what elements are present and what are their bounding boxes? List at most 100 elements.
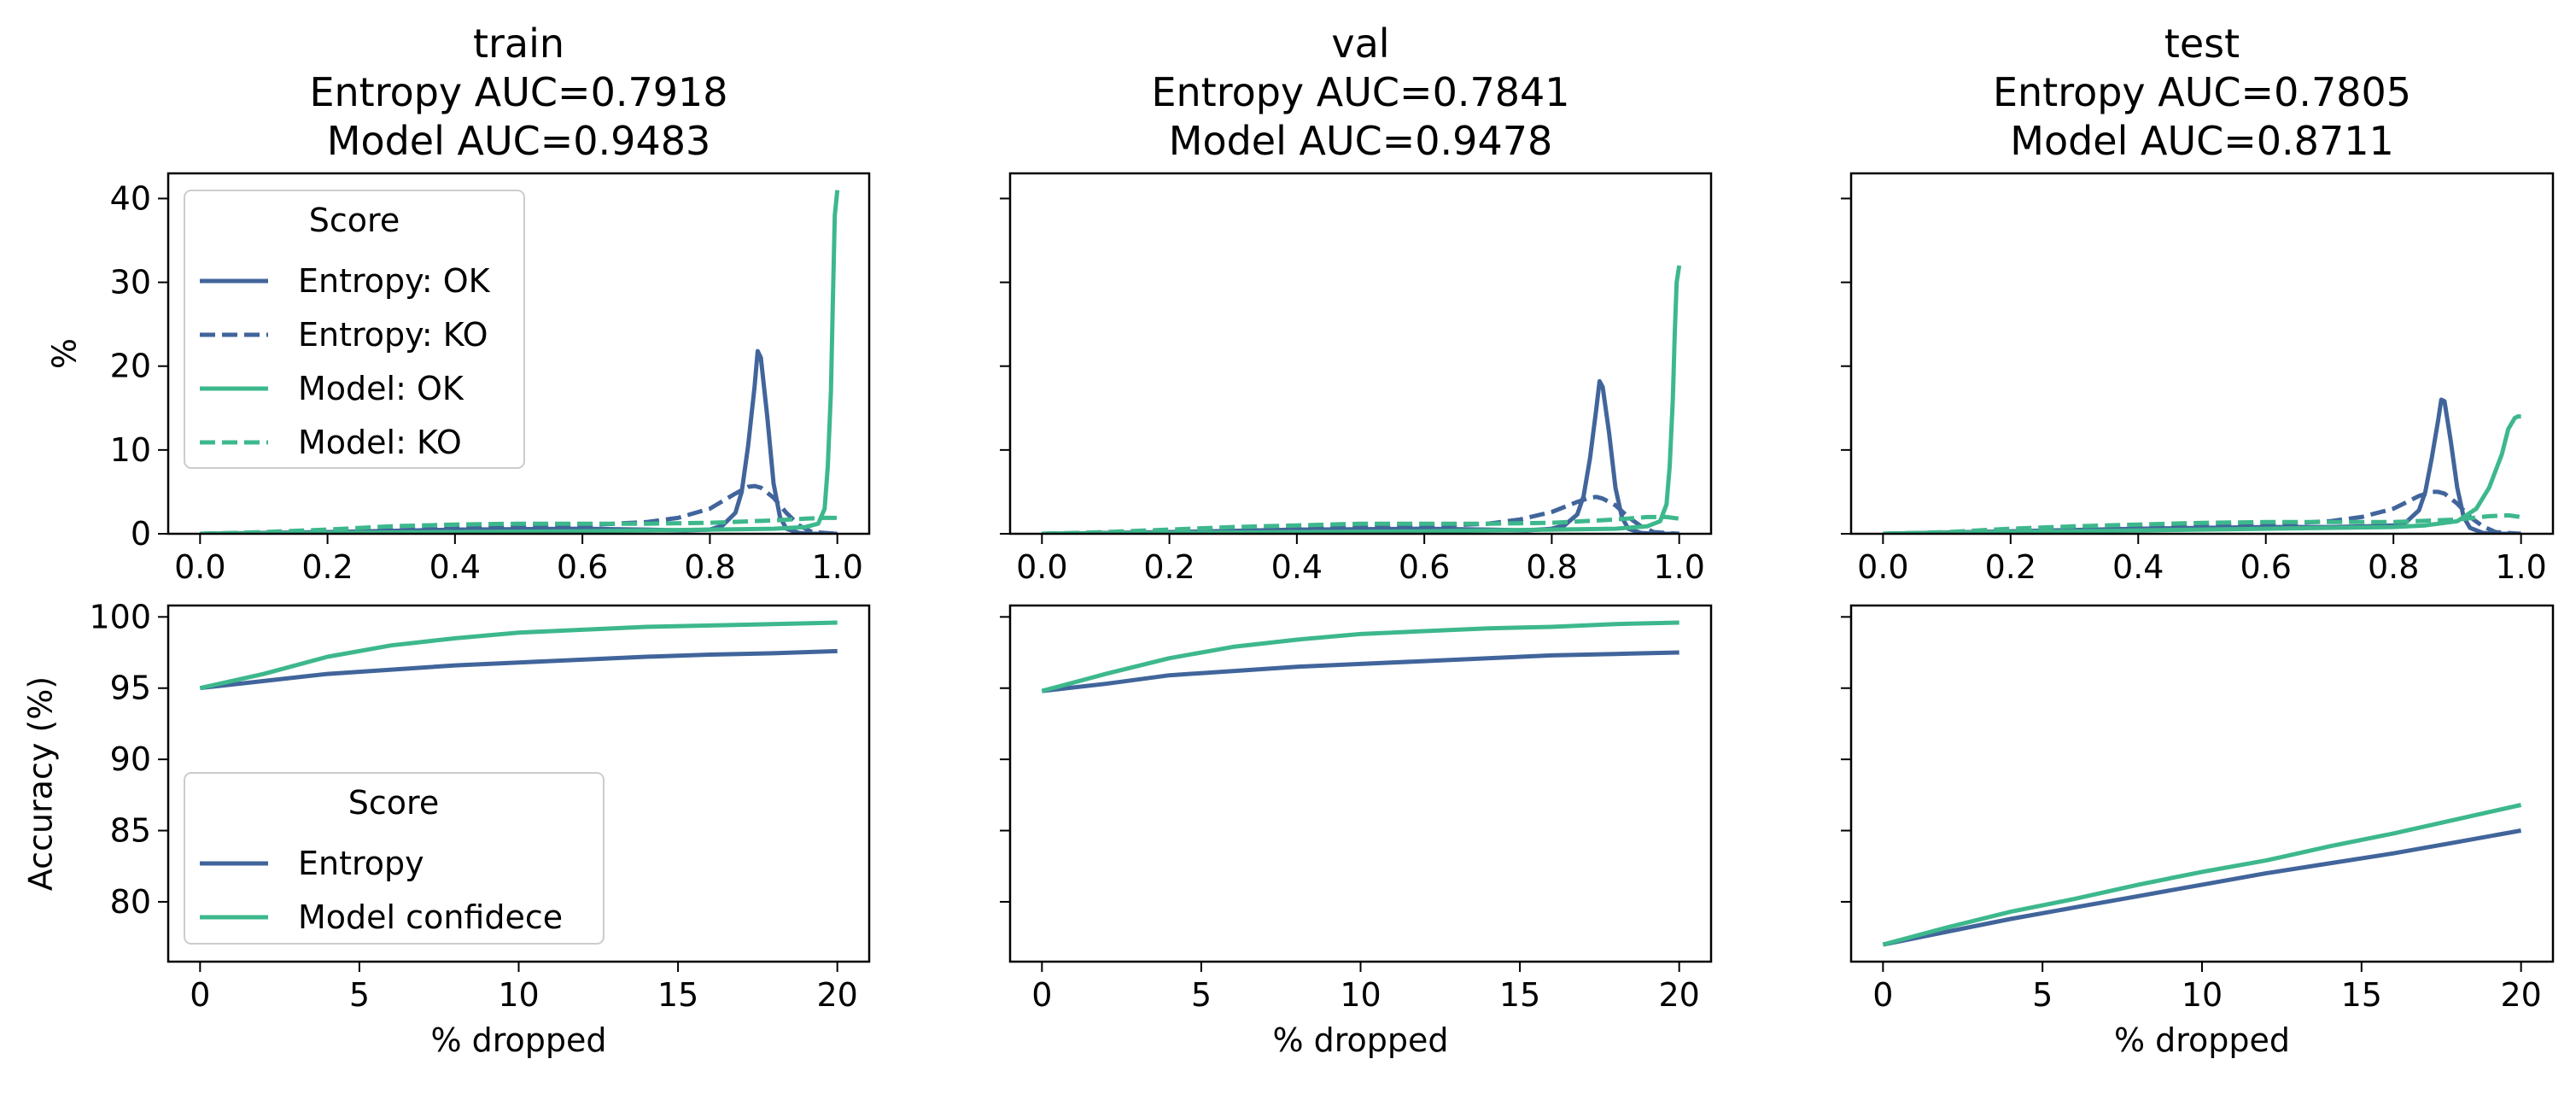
x-tick-label: 20	[1659, 976, 1700, 1014]
x-tick-label: 0	[190, 976, 210, 1014]
legend-label: Entropy: KO	[298, 316, 488, 354]
axes-frame	[1008, 604, 1713, 963]
series-group	[1041, 620, 1679, 693]
y-tick-label: 85	[110, 812, 151, 850]
x-tick-label: 0.2	[1985, 548, 2036, 586]
x-tick-label: 0.4	[2112, 548, 2164, 586]
x-tick-label: 0.0	[1857, 548, 1908, 586]
legend-frame	[184, 772, 605, 945]
x-tick-label: 0.6	[557, 548, 608, 586]
legend-label: Model: OK	[298, 370, 464, 407]
x-tick-label: 0	[1872, 976, 1893, 1014]
y-tick-label: 0	[131, 515, 151, 553]
legend-label: Entropy: OK	[298, 262, 491, 300]
panel-title: train	[473, 20, 564, 67]
series-line-model-confidece	[1041, 620, 1679, 693]
series-group	[199, 620, 838, 691]
x-tick-label: 20	[2500, 976, 2541, 1014]
axes-frame	[1849, 604, 2555, 963]
series-line-model-confidece	[199, 620, 838, 691]
axes-frame	[1008, 172, 1713, 535]
x-tick-label: 1.0	[2495, 548, 2546, 586]
panel-subtitle: Model AUC=0.8711	[2010, 118, 2394, 164]
series-line-model-ok	[200, 190, 840, 534]
series-line-model-ko	[1883, 512, 2521, 534]
legend-label: Model confidece	[298, 898, 563, 936]
series-line-entropy	[1882, 828, 2522, 947]
series-line-entropy	[200, 648, 838, 691]
panel-test-accuracy: 0 5 10 15 20 % dropped	[1841, 604, 2555, 1059]
x-tick-label: 0.2	[1143, 548, 1195, 586]
x-axis-label: % dropped	[1272, 1021, 1448, 1059]
series-group	[1883, 397, 2521, 534]
series-line-entropy-ok	[1042, 378, 1679, 534]
series-line-entropy-ko	[200, 483, 838, 534]
series-line-model-ko	[200, 515, 838, 534]
x-tick-label: 15	[657, 976, 698, 1014]
series-group	[1042, 265, 1682, 534]
legend-title: Score	[348, 784, 439, 822]
legend-bottom-left: Score Entropy Model confidece	[184, 772, 605, 945]
axes-frame	[166, 172, 871, 535]
panel-subtitle: Entropy AUC=0.7918	[309, 69, 727, 115]
y-tick-label: 95	[110, 670, 151, 707]
series-group	[200, 190, 840, 534]
x-tick-label: 0.4	[1271, 548, 1323, 586]
panel-subtitle: Entropy AUC=0.7841	[1151, 69, 1569, 115]
x-tick-label: 5	[349, 976, 370, 1014]
x-tick-label: 1.0	[811, 548, 862, 586]
legend-label: Entropy	[298, 845, 424, 882]
x-tick-label: 0.4	[429, 548, 481, 586]
x-tick-label: 0	[1031, 976, 1052, 1014]
x-tick-label: 0.8	[684, 548, 735, 586]
y-tick-label: 80	[110, 883, 151, 921]
series-line-model-ok	[1042, 265, 1682, 534]
y-tick-label: 30	[110, 264, 151, 301]
series-group	[1882, 803, 2522, 947]
x-tick-label: 5	[1191, 976, 1212, 1014]
panel-subtitle: Entropy AUC=0.7805	[1993, 69, 2411, 115]
series-line-model-confidece	[1882, 803, 2522, 947]
x-tick-label: 15	[1499, 976, 1540, 1014]
series-line-model-ok	[1883, 414, 2521, 534]
legend-title: Score	[309, 202, 400, 239]
legend-top-left: Score Entropy: OK Entropy: KO Model: OK Mode…	[184, 190, 525, 469]
x-tick-label: 0.6	[1399, 548, 1450, 586]
x-tick-label: 0.8	[1526, 548, 1577, 586]
y-tick-label: 100	[89, 598, 151, 635]
panel-title: val	[1331, 20, 1389, 67]
series-line-entropy-ok	[1883, 397, 2521, 534]
x-tick-label: 0.8	[2368, 548, 2419, 586]
x-tick-label: 10	[1340, 976, 1381, 1014]
panel-subtitle: Model AUC=0.9478	[1169, 118, 1553, 164]
axes-frame	[1849, 172, 2555, 535]
x-axis-label: % dropped	[2114, 1021, 2290, 1059]
panel-val-accuracy: 0 5 10 15 20 % dropped	[1000, 604, 1713, 1059]
series-line-entropy-ko	[1883, 489, 2521, 534]
panel-subtitle: Model AUC=0.9483	[327, 118, 711, 164]
x-tick-label: 1.0	[1653, 548, 1704, 586]
x-tick-label: 5	[2032, 976, 2053, 1014]
x-tick-label: 0.6	[2240, 548, 2292, 586]
y-tick-label: 40	[110, 179, 151, 217]
x-tick-label: 10	[498, 976, 539, 1014]
panel-train-accuracy: 0 5 10 15 20 80 85 90 95 100 % dropped Accuracy (%)	[22, 598, 871, 1059]
y-tick-label: 20	[110, 348, 151, 385]
series-line-model-ko	[1042, 514, 1680, 534]
x-tick-label: 0.0	[174, 548, 225, 586]
y-axis-label: Accuracy (%)	[22, 676, 60, 891]
y-tick-label: 10	[110, 431, 151, 469]
y-tick-label: 90	[110, 740, 151, 778]
legend-label: Model: KO	[298, 424, 462, 461]
panel-title: test	[2164, 20, 2240, 67]
x-tick-label: 15	[2341, 976, 2382, 1014]
y-axis-label: %	[46, 338, 84, 369]
x-tick-label: 20	[817, 976, 858, 1014]
x-axis-label: % dropped	[430, 1021, 606, 1059]
x-tick-label: 0.2	[301, 548, 353, 586]
x-tick-label: 0.0	[1016, 548, 1067, 586]
legend-frame	[184, 190, 525, 469]
